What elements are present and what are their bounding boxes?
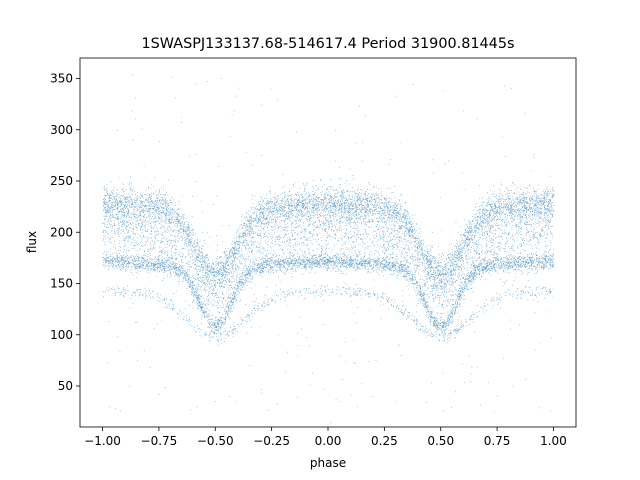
y-tick-label: 200	[50, 225, 73, 239]
x-axis-label: phase	[310, 456, 346, 470]
y-tick-label: 350	[50, 72, 73, 86]
y-tick-label: 150	[50, 277, 73, 291]
x-tick-label: −1.00	[84, 434, 121, 448]
x-tick-label: −0.50	[197, 434, 234, 448]
y-tick-label: 300	[50, 123, 73, 137]
x-tick-label: 0.50	[427, 434, 454, 448]
chart-title: 1SWASPJ133137.68-514617.4 Period 31900.8…	[142, 36, 515, 52]
y-axis-label: flux	[25, 231, 39, 253]
y-tick-label: 100	[50, 328, 73, 342]
x-axis: −1.00 −0.75 −0.50 −0.25 0.00 0.25 0.50 0.75 1.00	[84, 427, 567, 448]
x-tick-label: 0.00	[315, 434, 342, 448]
x-tick-label: 0.25	[371, 434, 398, 448]
y-tick-label: 250	[50, 174, 73, 188]
y-tick-label: 50	[58, 379, 73, 393]
x-tick-label: 0.75	[484, 434, 511, 448]
x-tick-label: −0.75	[141, 434, 178, 448]
x-tick-label: 1.00	[540, 434, 567, 448]
y-axis: 50 100 150 200 250 300 350	[50, 72, 80, 393]
x-tick-label: −0.25	[253, 434, 290, 448]
